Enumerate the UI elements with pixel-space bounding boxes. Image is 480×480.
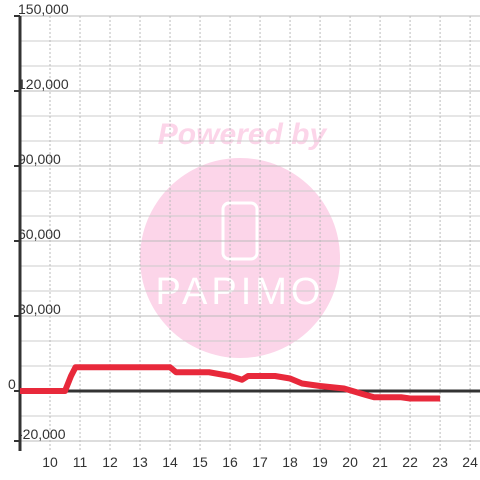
- y-tick-label: -20,000: [18, 426, 66, 442]
- y-tick-label: 30,000: [18, 301, 61, 317]
- y-tick-label: 90,000: [18, 151, 61, 167]
- x-tick-label: 22: [402, 454, 418, 470]
- watermark-title: Powered by: [158, 118, 328, 151]
- x-tick-label: 11: [73, 454, 88, 470]
- x-tick-label: 19: [312, 454, 328, 470]
- y-tick-label: 0: [8, 376, 16, 392]
- data-line: [20, 364, 441, 402]
- x-tick-label: 12: [102, 454, 118, 470]
- x-tick-label: 24: [462, 454, 478, 470]
- x-tick-label: 15: [192, 454, 208, 470]
- x-tick-label: 16: [222, 454, 238, 470]
- y-tick-label: 150,000: [18, 1, 69, 17]
- x-tick-label: 18: [282, 454, 298, 470]
- watermark-logo: PAPIMO: [156, 271, 325, 313]
- y-tick-label: 120,000: [18, 76, 69, 92]
- x-tick-label: 14: [162, 454, 178, 470]
- x-tick-label: 13: [132, 454, 148, 470]
- x-tick-label: 23: [432, 454, 448, 470]
- watermark-phone: [221, 201, 259, 261]
- x-tick-label: 10: [42, 454, 58, 470]
- x-tick-label: 21: [372, 454, 388, 470]
- y-tick-label: 60,000: [18, 226, 61, 242]
- x-tick-label: 17: [252, 454, 268, 470]
- x-tick-label: 20: [342, 454, 358, 470]
